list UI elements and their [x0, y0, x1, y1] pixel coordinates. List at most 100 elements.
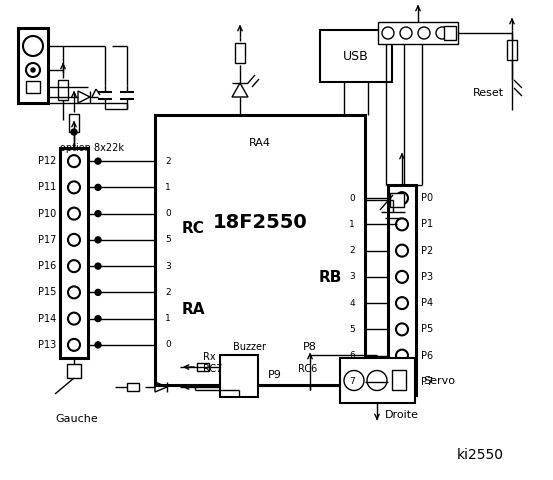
Bar: [18, 28, 48, 103]
Circle shape: [382, 27, 394, 39]
Bar: [69, 114, 79, 132]
Text: Servo: Servo: [423, 375, 455, 385]
Circle shape: [396, 192, 408, 204]
Text: RC7: RC7: [203, 364, 222, 374]
Text: P3: P3: [421, 272, 433, 282]
Text: 1: 1: [165, 314, 171, 323]
Text: P17: P17: [38, 235, 56, 245]
Text: 1: 1: [349, 220, 355, 229]
Circle shape: [396, 218, 408, 230]
Text: P10: P10: [38, 209, 56, 218]
Bar: [197, 363, 209, 371]
Text: P9: P9: [268, 370, 282, 380]
Text: 4: 4: [349, 299, 355, 308]
Text: P2: P2: [421, 246, 433, 256]
Text: 7: 7: [349, 377, 355, 386]
Circle shape: [396, 271, 408, 283]
Circle shape: [68, 339, 80, 351]
Text: P16: P16: [38, 261, 56, 271]
Text: 2: 2: [165, 288, 171, 297]
Text: RC: RC: [181, 221, 205, 236]
Circle shape: [68, 181, 80, 193]
Bar: [444, 26, 456, 40]
Circle shape: [400, 27, 412, 39]
Circle shape: [68, 260, 80, 272]
Bar: [378, 22, 458, 44]
Text: P1: P1: [421, 219, 433, 229]
Text: P14: P14: [38, 313, 56, 324]
Circle shape: [95, 158, 101, 164]
Text: P15: P15: [38, 288, 56, 298]
Text: option 8x22k: option 8x22k: [60, 143, 124, 153]
Circle shape: [95, 316, 101, 322]
Text: P4: P4: [421, 298, 433, 308]
Circle shape: [95, 342, 101, 348]
Text: Reset: Reset: [473, 88, 504, 98]
Bar: [390, 193, 404, 207]
Text: P5: P5: [421, 324, 433, 335]
Circle shape: [68, 234, 80, 246]
Bar: [26, 81, 40, 93]
Bar: [392, 370, 406, 390]
Text: P6: P6: [421, 350, 433, 360]
Bar: [58, 80, 68, 100]
Text: 5: 5: [349, 325, 355, 334]
Text: RA: RA: [181, 302, 205, 317]
Bar: [507, 40, 517, 60]
Text: 6: 6: [349, 351, 355, 360]
Text: USB: USB: [343, 49, 369, 62]
Circle shape: [68, 155, 80, 167]
Bar: [127, 383, 139, 391]
Circle shape: [71, 129, 77, 135]
Circle shape: [68, 208, 80, 220]
Text: 18F2550: 18F2550: [212, 214, 307, 232]
Text: 2: 2: [349, 246, 355, 255]
Circle shape: [95, 289, 101, 295]
Text: 0: 0: [165, 209, 171, 218]
Circle shape: [396, 349, 408, 361]
Circle shape: [418, 27, 430, 39]
Text: Droite: Droite: [385, 410, 419, 420]
Text: 2: 2: [165, 156, 171, 166]
Circle shape: [95, 184, 101, 191]
Text: 3: 3: [165, 262, 171, 271]
Text: Buzzer: Buzzer: [233, 342, 266, 352]
Circle shape: [68, 287, 80, 299]
Circle shape: [396, 297, 408, 309]
Text: P7: P7: [421, 377, 433, 387]
Bar: [235, 43, 245, 63]
Circle shape: [396, 376, 408, 388]
Circle shape: [95, 263, 101, 269]
Circle shape: [396, 245, 408, 257]
Bar: [60, 148, 88, 358]
Text: 1: 1: [165, 183, 171, 192]
Circle shape: [436, 27, 448, 39]
Circle shape: [367, 371, 387, 391]
Circle shape: [396, 324, 408, 336]
Text: 5: 5: [165, 235, 171, 244]
Text: RB: RB: [319, 269, 342, 285]
Text: ki2550: ki2550: [456, 448, 503, 462]
Bar: [220, 355, 258, 397]
Text: P8: P8: [303, 342, 317, 352]
Circle shape: [26, 63, 40, 77]
Circle shape: [31, 68, 35, 72]
Circle shape: [344, 371, 364, 391]
Circle shape: [95, 211, 101, 216]
Text: P12: P12: [38, 156, 56, 166]
Text: 0: 0: [349, 193, 355, 203]
Text: Gauche: Gauche: [55, 414, 98, 424]
Text: 0: 0: [165, 340, 171, 349]
Text: 3: 3: [349, 272, 355, 281]
Bar: [320, 30, 392, 82]
Bar: [67, 364, 81, 378]
Circle shape: [23, 36, 43, 56]
Text: RC6: RC6: [298, 364, 317, 374]
Bar: [155, 115, 365, 385]
Circle shape: [95, 237, 101, 243]
Bar: [340, 358, 415, 403]
Text: Rx: Rx: [203, 352, 216, 362]
Text: P11: P11: [38, 182, 56, 192]
Bar: [388, 185, 416, 395]
Text: P13: P13: [38, 340, 56, 350]
